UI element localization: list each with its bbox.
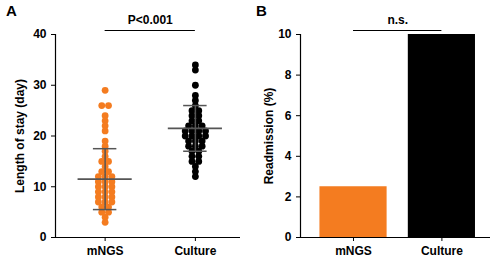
svg-text:10: 10 xyxy=(278,27,292,41)
svg-text:Readmission (%): Readmission (%) xyxy=(262,88,276,185)
svg-text:Culture: Culture xyxy=(421,244,463,258)
svg-text:8: 8 xyxy=(285,68,292,82)
svg-text:6: 6 xyxy=(285,109,292,123)
svg-text:n.s.: n.s. xyxy=(387,13,408,27)
svg-text:0: 0 xyxy=(285,230,292,244)
svg-text:4: 4 xyxy=(285,149,292,163)
svg-text:20: 20 xyxy=(33,129,47,143)
svg-text:Culture: Culture xyxy=(174,244,216,258)
svg-text:Length of stay (day): Length of stay (day) xyxy=(13,79,27,193)
svg-text:10: 10 xyxy=(33,180,47,194)
svg-text:2: 2 xyxy=(285,190,292,204)
html-text:B: B xyxy=(256,2,267,19)
svg-text:mNGS: mNGS xyxy=(87,244,124,258)
svg-text:mNGS: mNGS xyxy=(335,244,372,258)
svg-text:P<0.001: P<0.001 xyxy=(128,13,173,27)
svg-text:40: 40 xyxy=(33,27,47,41)
html-text:A: A xyxy=(6,2,17,19)
svg-text:0: 0 xyxy=(40,230,47,244)
svg-text:30: 30 xyxy=(33,78,47,92)
